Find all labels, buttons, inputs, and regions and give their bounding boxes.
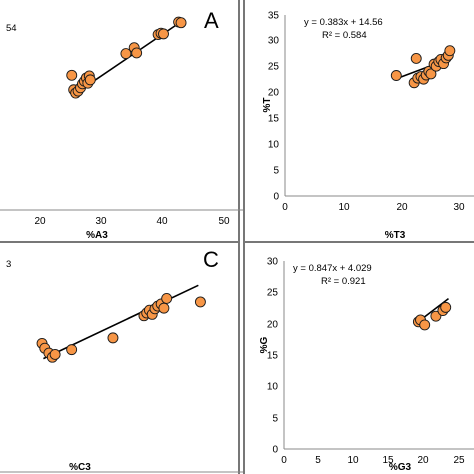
r2-label: 3 [6, 259, 11, 270]
plot-marks [66, 16, 187, 99]
x-tick-label: 20 [34, 216, 46, 227]
x-tick-label: 50 [218, 216, 230, 227]
x-tick-label: 40 [156, 216, 168, 227]
y-axis-label: %G [259, 336, 270, 353]
panel-2: 0 10 20 30 0 5 10 15 20 25 30 35 %T3 %T y = 0.383x + 1… [243, 0, 474, 243]
data-point [158, 302, 170, 314]
data-point [425, 68, 437, 80]
panel-1: 20 30 40 50 %A3 54 A [0, 0, 254, 243]
x-axis-label: %C3 [69, 462, 91, 473]
x-axis-label: %A3 [86, 230, 108, 241]
y-axis-label: %T [262, 98, 273, 113]
data-point [107, 332, 119, 344]
y-tick-label: 5 [273, 166, 279, 177]
panel-frame [0, 241, 240, 474]
plot-marks [390, 45, 456, 89]
data-point [194, 296, 206, 308]
data-point [66, 69, 78, 81]
y-tick-label: 25 [268, 62, 280, 73]
panel-frame [243, 241, 474, 474]
x-tick-label: 10 [338, 202, 350, 213]
data-point [444, 45, 456, 57]
panel-label: A [204, 8, 219, 33]
x-tick-label: 30 [453, 202, 465, 213]
x-axis-label: %T3 [385, 230, 406, 241]
data-point [49, 349, 61, 360]
y-tick-label: 15 [267, 351, 279, 362]
y-tick-label: 20 [268, 88, 280, 99]
x-tick-label: 10 [347, 455, 359, 466]
data-point [390, 70, 402, 81]
plot-marks [36, 284, 206, 363]
x-axis-label: %G3 [389, 462, 412, 473]
y-tick-label: 25 [267, 288, 279, 299]
data-point [430, 310, 442, 322]
panel-frame [243, 0, 474, 243]
data-point [410, 52, 422, 64]
y-tick-label: 10 [268, 140, 280, 151]
y-tick-label: 5 [272, 414, 278, 425]
y-tick-label: 35 [268, 11, 280, 22]
panel-4: 0 5 10 15 20 25 0 5 10 15 20 25 30 %G3 %G y = 0.847x + … [243, 241, 474, 474]
x-tick-label: 20 [417, 455, 429, 466]
y-tick-label: 20 [267, 320, 279, 331]
panel-label: C [203, 247, 219, 272]
x-tick-label: 15 [382, 455, 394, 466]
equation-label: y = 0.847x + 4.029 [293, 263, 372, 274]
data-point [120, 48, 132, 60]
data-point [131, 47, 143, 59]
panel-frame [0, 0, 240, 243]
data-point [66, 344, 78, 356]
y-tick-label: 10 [267, 382, 279, 393]
data-point [419, 319, 431, 331]
x-tick-label: 5 [315, 455, 321, 466]
y-tick-label: 15 [268, 114, 280, 125]
r2-label: R² = 0.921 [321, 276, 366, 287]
data-point [84, 74, 96, 86]
x-tick-label: 30 [95, 216, 107, 227]
y-tick-label: 30 [267, 257, 279, 268]
r2-label: R² = 0.584 [322, 30, 367, 41]
x-tick-label: 25 [453, 455, 465, 466]
r2-label: 54 [6, 23, 17, 34]
y-tick-label: 0 [272, 445, 278, 456]
y-tick-label: 30 [268, 36, 280, 47]
x-tick-label: 20 [396, 202, 408, 213]
y-tick-label: 0 [273, 192, 279, 203]
data-point [440, 301, 452, 313]
x-tick-label: 0 [281, 455, 287, 466]
equation-label: y = 0.383x + 14.56 [304, 17, 383, 28]
data-point [161, 293, 173, 304]
data-point [158, 28, 169, 40]
plot-marks [412, 297, 452, 331]
data-point [175, 17, 187, 29]
x-tick-label: 0 [282, 202, 288, 213]
